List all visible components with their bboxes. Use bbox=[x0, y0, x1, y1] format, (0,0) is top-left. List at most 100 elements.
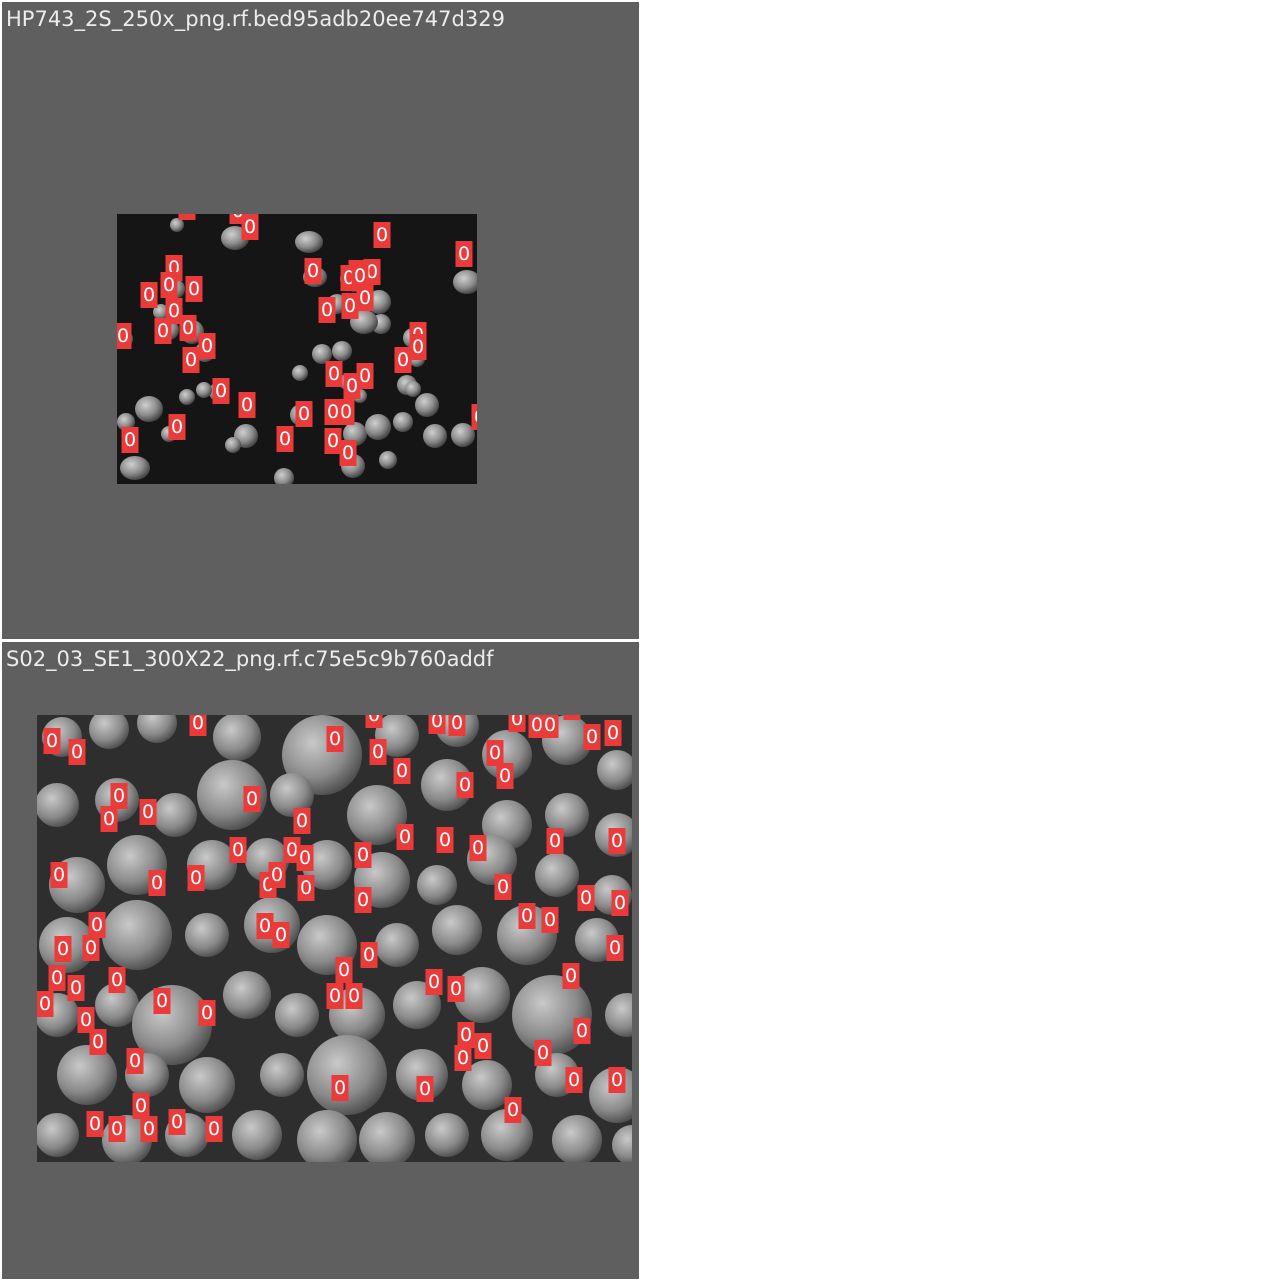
class-label-tag: 0 bbox=[205, 1116, 223, 1142]
class-label-tag: 0 bbox=[504, 1097, 522, 1123]
class-label-tag: 0 bbox=[518, 903, 536, 929]
class-label-tag: 0 bbox=[369, 739, 387, 765]
powder-particle bbox=[597, 750, 632, 790]
class-label-tag: 0 bbox=[373, 222, 391, 248]
class-label-tag: 0 bbox=[360, 942, 378, 968]
class-label-tag: 0 bbox=[82, 935, 100, 961]
class-label-tag: 0 bbox=[238, 392, 256, 418]
class-label-tag: 0 bbox=[474, 1033, 492, 1059]
class-label-tag: 0 bbox=[153, 988, 171, 1014]
class-label-tag: 0 bbox=[168, 414, 186, 440]
powder-particle bbox=[417, 865, 457, 905]
powder-particle bbox=[170, 218, 184, 232]
powder-particle bbox=[365, 414, 391, 440]
class-label-tag: 0 bbox=[562, 963, 580, 989]
powder-particle bbox=[415, 393, 439, 417]
class-label-tag: 0 bbox=[528, 715, 546, 738]
powder-particle bbox=[213, 715, 261, 761]
powder-particle bbox=[453, 270, 477, 294]
class-label-tag: 0 bbox=[140, 1116, 158, 1142]
powder-particle bbox=[454, 967, 510, 1023]
class-label-tag: 0 bbox=[86, 1111, 104, 1137]
powder-particle bbox=[605, 993, 632, 1037]
class-label-tag: 0 bbox=[394, 347, 412, 373]
class-label-tag: 0 bbox=[456, 772, 474, 798]
class-label-tag: 0 bbox=[436, 827, 454, 853]
powder-particle bbox=[37, 783, 79, 827]
class-label-tag: 0 bbox=[212, 378, 230, 404]
class-label-tag: 0 bbox=[110, 783, 128, 809]
powder-particle bbox=[179, 389, 195, 405]
class-label-tag: 0 bbox=[108, 1116, 126, 1142]
class-label-tag: 0 bbox=[276, 426, 294, 452]
tile-filename-2: S02_03_SE1_300X22_png.rf.c75e5c9b760addf bbox=[6, 647, 494, 671]
class-label-tag: 0 bbox=[416, 1076, 434, 1102]
class-label-tag: 0 bbox=[335, 957, 353, 983]
powder-particle bbox=[535, 853, 579, 897]
class-label-tag: 0 bbox=[471, 404, 477, 430]
powder-particle bbox=[512, 975, 592, 1055]
powder-particle bbox=[297, 1110, 357, 1162]
class-label-tag: 0 bbox=[67, 975, 85, 1001]
class-label-tag: 0 bbox=[409, 334, 427, 360]
powder-particle bbox=[552, 1115, 602, 1162]
powder-particle bbox=[102, 900, 172, 970]
class-label-tag: 0 bbox=[243, 786, 261, 812]
class-label-tag: 0 bbox=[356, 363, 374, 389]
powder-particle bbox=[379, 451, 397, 469]
powder-particle bbox=[260, 1053, 304, 1097]
class-label-tag: 0 bbox=[229, 214, 247, 224]
powder-particle bbox=[95, 983, 139, 1027]
class-label-tag: 0 bbox=[534, 1040, 552, 1066]
class-label-tag: 0 bbox=[50, 862, 68, 888]
class-label-tag: 0 bbox=[187, 865, 205, 891]
class-label-tag: 0 bbox=[121, 427, 139, 453]
class-label-tag: 0 bbox=[337, 399, 355, 425]
class-label-tag: 0 bbox=[283, 837, 301, 863]
image-tile-1: HP743_2S_250x_png.rf.bed95adb20ee747d329… bbox=[2, 2, 639, 639]
class-label-tag: 0 bbox=[541, 715, 559, 738]
class-label-tag: 0 bbox=[469, 835, 487, 861]
class-label-tag: 0 bbox=[486, 740, 504, 766]
class-label-tag: 0 bbox=[345, 983, 363, 1009]
powder-particle bbox=[462, 1060, 512, 1110]
powder-particle bbox=[89, 715, 129, 749]
powder-particle bbox=[137, 715, 177, 743]
class-label-tag: 0 bbox=[179, 315, 197, 341]
class-label-tag: 0 bbox=[100, 806, 118, 832]
class-label-tag: 0 bbox=[608, 1067, 626, 1093]
class-label-tag: 0 bbox=[318, 297, 336, 323]
class-label-tag: 0 bbox=[182, 347, 200, 373]
powder-particle bbox=[347, 785, 407, 845]
class-label-tag: 0 bbox=[354, 842, 372, 868]
class-label-tag: 0 bbox=[565, 1067, 583, 1093]
class-label-tag: 0 bbox=[293, 808, 311, 834]
class-label-tag: 0 bbox=[154, 318, 172, 344]
powder-particle bbox=[225, 437, 241, 453]
class-label-tag: 0 bbox=[178, 214, 196, 220]
powder-particle bbox=[117, 413, 135, 431]
powder-particle bbox=[423, 424, 447, 448]
powder-particle bbox=[232, 1110, 282, 1160]
class-label-tag: 0 bbox=[331, 1075, 349, 1101]
class-label-tag: 0 bbox=[508, 715, 526, 732]
powder-particle bbox=[275, 993, 319, 1037]
class-label-tag: 0 bbox=[48, 965, 66, 991]
image-tile-2: S02_03_SE1_300X22_png.rf.c75e5c9b760addf… bbox=[2, 642, 639, 1279]
class-label-tag: 0 bbox=[108, 967, 126, 993]
class-label-tag: 0 bbox=[160, 272, 178, 298]
powder-particle bbox=[292, 365, 308, 381]
class-label-tag: 0 bbox=[343, 373, 361, 399]
class-label-tag: 0 bbox=[425, 969, 443, 995]
class-label-tag: 0 bbox=[132, 1093, 150, 1119]
class-label-tag: 0 bbox=[43, 728, 61, 754]
powder-particle bbox=[359, 1112, 415, 1162]
class-label-tag: 0 bbox=[88, 912, 106, 938]
class-label-tag: 0 bbox=[356, 285, 374, 311]
class-label-tag: 0 bbox=[339, 440, 357, 466]
powder-particle bbox=[312, 344, 332, 364]
class-label-tag: 0 bbox=[354, 887, 372, 913]
class-label-tag: 0 bbox=[341, 293, 359, 319]
powder-particle bbox=[135, 396, 163, 422]
